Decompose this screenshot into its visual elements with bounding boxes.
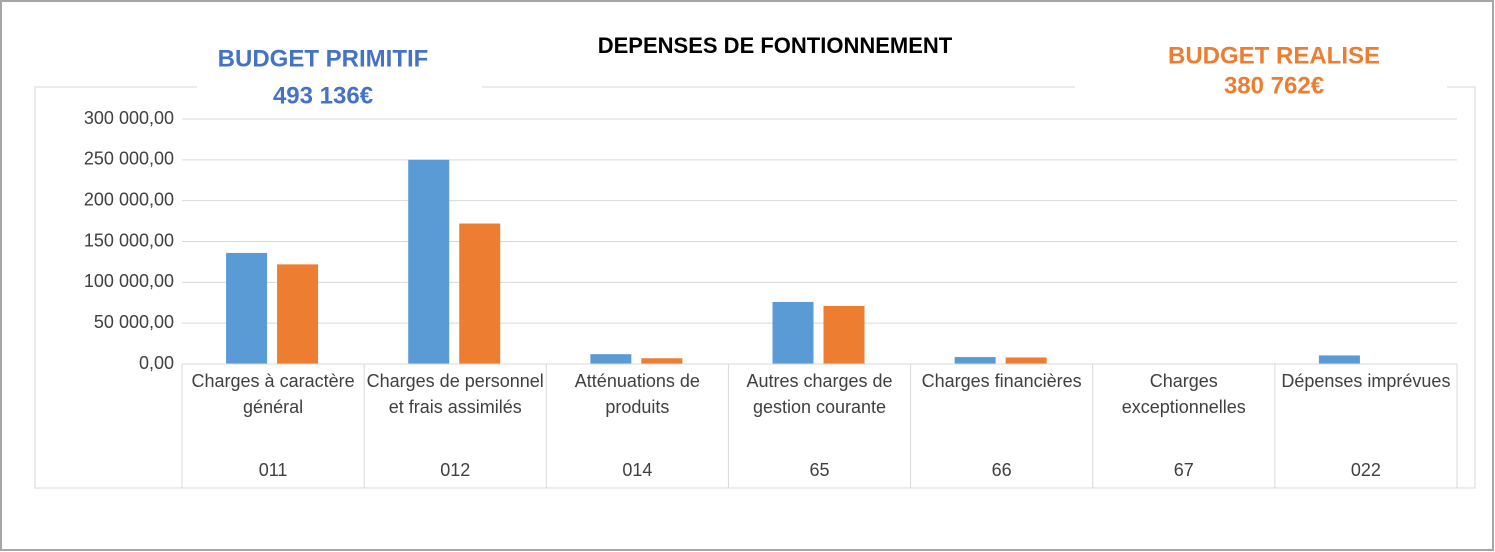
series-label: BUDGET PRIMITIF	[218, 45, 429, 72]
x-tick-label: Charges de personnel et frais assimilés	[366, 371, 544, 417]
bar	[772, 301, 814, 364]
bar	[459, 223, 501, 364]
label-box	[197, 30, 482, 125]
series-label: BUDGET REALISE	[1168, 42, 1380, 69]
bar	[226, 252, 268, 364]
bar	[954, 357, 996, 364]
bar	[823, 306, 865, 364]
y-tick-label: 150 000,00	[84, 230, 174, 250]
bar	[1318, 355, 1360, 364]
bar	[641, 358, 683, 364]
x-category-code: 67	[1174, 460, 1194, 480]
x-tick-label: Charges exceptionnelles	[1121, 371, 1246, 417]
x-tick-label: Dépenses imprévues	[1281, 371, 1451, 391]
series-total: 380 762€	[1224, 72, 1324, 99]
x-tick-label: Charges à caractère général	[191, 371, 355, 417]
x-category-code: 014	[622, 460, 652, 480]
bar	[590, 354, 632, 364]
label-box	[1075, 30, 1447, 120]
x-tick-label: Autres charges de gestion courante	[746, 371, 893, 417]
y-tick-label: 100 000,00	[84, 271, 174, 291]
y-tick-label: 0,00	[139, 353, 174, 373]
bar	[408, 159, 450, 364]
chart-frame	[34, 86, 1476, 489]
bar	[1005, 357, 1047, 364]
x-category-code: 65	[809, 460, 829, 480]
y-tick-label: 200 000,00	[84, 189, 174, 209]
series-total: 493 136€	[273, 82, 373, 109]
y-tick-label: 50 000,00	[94, 312, 174, 332]
y-tick-label: 250 000,00	[84, 149, 174, 169]
y-tick-label: 300 000,00	[84, 108, 174, 128]
x-category-code: 66	[992, 460, 1012, 480]
x-category-code: 011	[259, 460, 288, 480]
x-tick-label: Charges financières	[921, 371, 1082, 391]
chart-title: DEPENSES DE FONTIONNEMENT	[598, 33, 953, 58]
x-tick-label: Atténuations de produits	[574, 371, 700, 417]
x-category-code: 022	[1351, 460, 1381, 480]
bar	[277, 264, 319, 364]
x-category-code: 012	[440, 460, 470, 480]
